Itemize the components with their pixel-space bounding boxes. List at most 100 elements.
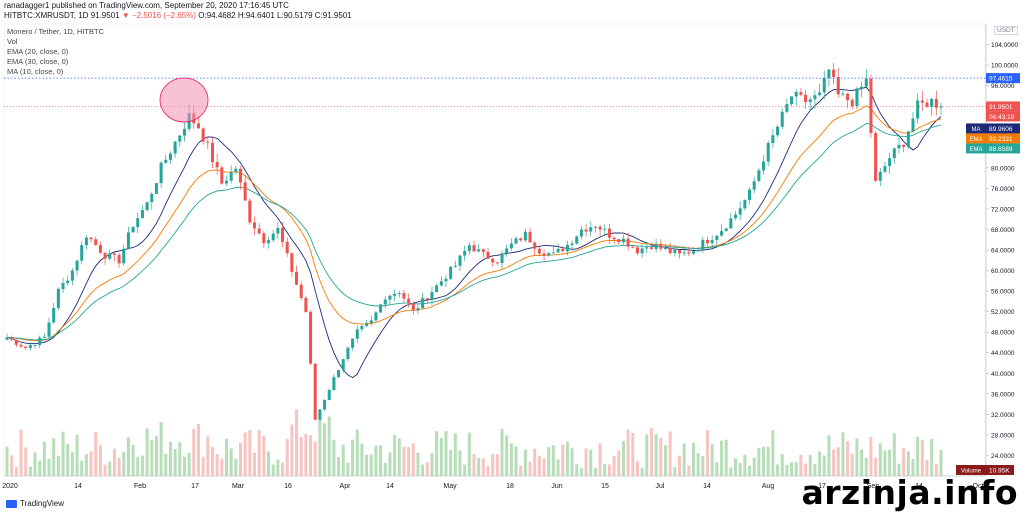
candle-body [61, 283, 65, 290]
volume-bar [383, 463, 387, 476]
candle-body [89, 237, 93, 240]
candle [579, 225, 583, 240]
candle-body [215, 161, 219, 168]
volume-bar [523, 449, 527, 476]
volume-bar [551, 445, 555, 476]
candle-body [206, 141, 210, 143]
candle-body [691, 251, 696, 254]
candle-body [481, 249, 485, 252]
candle [687, 246, 691, 257]
candle [10, 335, 14, 341]
candle [785, 98, 789, 114]
volume-bar [486, 465, 490, 476]
candle-body [220, 167, 224, 184]
candle [570, 240, 574, 252]
x-tick-label: Jun [551, 483, 562, 490]
candle [589, 221, 593, 237]
candle-body [117, 254, 121, 264]
series-tag-2-value: 88.6589 [989, 146, 1013, 153]
volume-bar [28, 466, 32, 476]
volume-bar [355, 429, 359, 476]
volume-bar [66, 444, 70, 476]
volume-bar [47, 458, 51, 476]
volume-tag: Volume 10.95K [956, 465, 1014, 475]
candle [355, 325, 359, 344]
volume-bar [33, 452, 37, 476]
volume-bar [215, 454, 219, 476]
tradingview-logo[interactable]: TradingView [6, 499, 64, 508]
candle [449, 266, 453, 281]
symbol-label: HITBTC:XMRUSDT, 1D [4, 11, 89, 20]
volume-bar [561, 444, 565, 476]
candle [738, 201, 742, 221]
candle-body [154, 183, 158, 194]
price-chart[interactable]: 104.0000100.000096.000092.000088.000084.… [0, 22, 1024, 496]
volume-bar [649, 428, 653, 476]
axis-unit-label[interactable]: USDT [994, 26, 1018, 35]
candle-body [645, 247, 649, 249]
candle [621, 234, 625, 245]
volume-bar [519, 465, 523, 476]
candle-body [201, 128, 205, 142]
candle [561, 246, 565, 252]
candle [705, 236, 710, 250]
volume-bar [547, 447, 551, 476]
candle-body [313, 363, 317, 420]
ema20-line [6, 105, 942, 342]
candle [776, 124, 780, 138]
volume-bar [252, 452, 257, 476]
volume-bar [365, 454, 369, 476]
volume-bar [379, 445, 383, 476]
volume-bar [346, 462, 350, 476]
candle [495, 261, 499, 265]
volume-bar [89, 451, 93, 476]
candle-body [33, 344, 37, 346]
candle [799, 87, 803, 97]
candle-body [281, 227, 285, 242]
volume-bar [159, 421, 163, 476]
candle-body [56, 289, 60, 308]
candle [210, 137, 214, 169]
candle [757, 168, 761, 182]
volume-bar [467, 432, 471, 476]
candle-body [234, 168, 238, 172]
chart-footer: TradingView arzinja.info [0, 473, 1024, 514]
candle [52, 302, 56, 324]
volume-bar [374, 445, 378, 476]
candle-body [463, 250, 467, 256]
candle [794, 89, 798, 106]
volume-bar [537, 455, 541, 476]
volume-bar [752, 457, 756, 476]
candle-body [570, 243, 574, 245]
candle-body [98, 244, 102, 253]
candle-body [173, 141, 177, 154]
volume-bar [439, 437, 443, 476]
candle-body [794, 92, 798, 97]
candle [75, 259, 79, 276]
volume-bar [491, 453, 495, 476]
candle-body [70, 270, 74, 281]
price-change-value: −2.5016 (−2.65%) [131, 11, 197, 20]
candle [140, 205, 144, 219]
series-tag-1-name-bg [966, 133, 986, 144]
candle [542, 249, 546, 262]
candle [635, 246, 639, 256]
candle [393, 289, 397, 301]
candle-body [607, 228, 611, 238]
x-tick-label: 14 [74, 483, 82, 490]
candle-body [421, 298, 425, 309]
candle-body [75, 260, 79, 271]
volume-bar [920, 440, 924, 476]
volume-bar [10, 455, 14, 476]
countdown-tag-value: 06:43:19 [989, 114, 1015, 121]
x-tick-label: 16 [284, 483, 292, 490]
volume-bar [659, 437, 663, 476]
candle [892, 147, 896, 164]
candle [836, 67, 840, 98]
candle [383, 296, 387, 309]
candle-body [668, 248, 672, 254]
series-tag-2-bg [986, 143, 1020, 154]
symbol-ohlc-line: HITBTC:XMRUSDT, 1D 91.9501 ▼ −2.5016 (−2… [4, 11, 352, 21]
y-tick-label: 60.0000 [991, 268, 1015, 275]
volume-bar [860, 449, 864, 476]
